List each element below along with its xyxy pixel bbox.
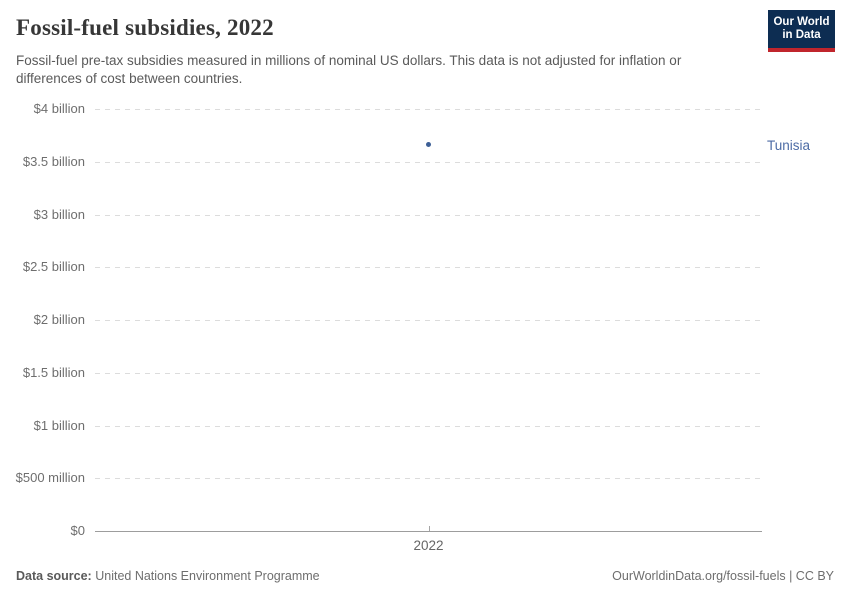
entity-label-tunisia[interactable]: Tunisia (767, 137, 811, 153)
gridline (95, 109, 762, 110)
y-axis-label: $3 billion (33, 206, 85, 222)
y-axis-label: $2 billion (33, 312, 85, 327)
data-source-value: United Nations Environment Programme (95, 569, 320, 583)
gridline (95, 214, 762, 216)
owid-logo-line1: Our World (773, 16, 830, 28)
x-axis-tick-label: 2022 (413, 538, 444, 553)
owid-logo-line2: in Data (782, 29, 821, 41)
y-axis-label: $1 billion (33, 417, 85, 433)
gridline (95, 161, 762, 163)
attribution-link[interactable]: OurWorldinData.org/fossil-fuels | CC BY (612, 569, 834, 583)
chart-subtitle: Fossil-fuel pre-tax subsidies measured i… (16, 53, 682, 86)
gridline (95, 320, 762, 321)
data-point-tunisia[interactable] (426, 142, 431, 148)
page-title: Fossil-fuel subsidies, 2022 (16, 15, 274, 40)
x-axis-tick (428, 526, 430, 531)
y-axis-label: $2.5 billion (22, 259, 85, 275)
gridline (95, 478, 762, 480)
y-axis-label: $500 million (15, 470, 85, 486)
y-axis-label: $4 billion (33, 101, 85, 116)
data-source-label: Data source: (16, 569, 92, 583)
x-axis-baseline (95, 531, 762, 532)
y-axis-label: $0 (70, 523, 85, 538)
y-axis-label: $1.5 billion (22, 364, 85, 380)
data-source-note: Data source: United Nations Environment … (16, 568, 320, 585)
gridline (95, 372, 762, 374)
gridline (95, 267, 762, 269)
gridline (95, 425, 762, 427)
owid-logo[interactable]: Our World in Data (768, 10, 835, 52)
y-axis-label: $3.5 billion (22, 153, 85, 169)
chart-footer: Data source: United Nations Environment … (16, 568, 834, 585)
